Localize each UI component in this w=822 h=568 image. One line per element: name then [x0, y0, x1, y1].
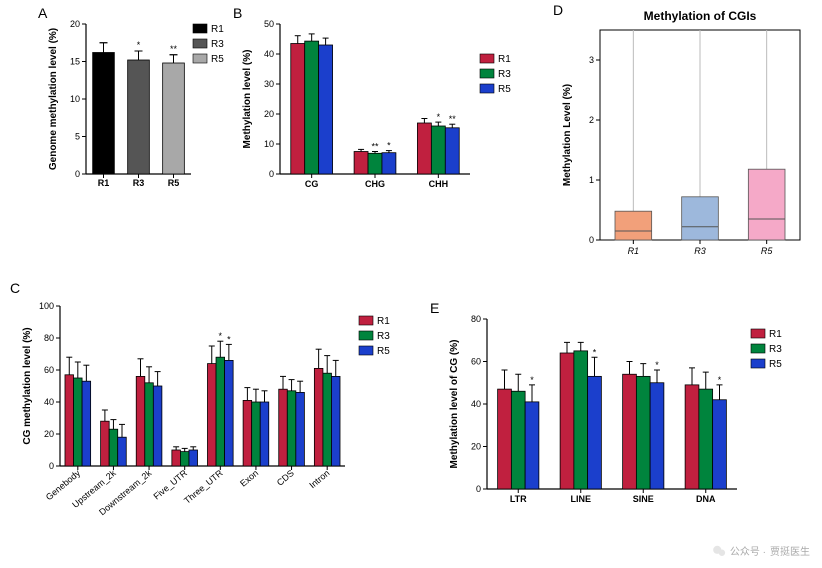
svg-text:LINE: LINE [570, 494, 591, 504]
svg-text:R1: R1 [377, 316, 390, 327]
svg-text:R3: R3 [769, 344, 782, 355]
svg-text:R1: R1 [98, 178, 110, 188]
svg-text:CDS: CDS [275, 468, 296, 488]
svg-text:50: 50 [264, 19, 274, 29]
svg-text:R1: R1 [769, 329, 782, 340]
chart-a: 0 5 10 15 20 Genome methylation level (%) R1 * R… [38, 12, 228, 212]
chart-c: 020406080100CG methylation level (%)Gene… [10, 292, 430, 560]
svg-text:R5: R5 [211, 54, 224, 65]
svg-text:10: 10 [70, 94, 80, 104]
svg-text:0: 0 [589, 235, 594, 245]
svg-text:*: * [437, 112, 441, 122]
svg-text:3: 3 [589, 55, 594, 65]
svg-text:20: 20 [471, 442, 481, 452]
svg-text:*: * [219, 331, 223, 341]
svg-text:DNA: DNA [696, 494, 716, 504]
svg-text:Exon: Exon [238, 468, 260, 489]
svg-text:60: 60 [471, 357, 481, 367]
svg-text:R5: R5 [168, 178, 180, 188]
svg-text:20: 20 [44, 429, 54, 439]
watermark-name: 贾挺医生 [770, 543, 810, 558]
watermark-prefix: 公众号 · [730, 543, 766, 558]
svg-text:**: ** [449, 114, 457, 124]
svg-text:15: 15 [70, 57, 80, 67]
svg-text:100: 100 [39, 301, 54, 311]
svg-text:*: * [655, 360, 659, 370]
chart-e: 0 20 40 60 80 Methylation level of CG (%) * LTR… [432, 305, 820, 560]
svg-text:R3: R3 [498, 69, 511, 80]
svg-text:R1: R1 [628, 246, 640, 256]
svg-text:*: * [227, 334, 231, 344]
svg-text:Three_UTR: Three_UTR [182, 468, 225, 506]
svg-text:40: 40 [44, 397, 54, 407]
svg-text:0: 0 [75, 169, 80, 179]
watermark: 公众号 · 贾挺医生 [712, 543, 810, 558]
svg-text:40: 40 [471, 399, 481, 409]
wechat-icon [712, 544, 726, 558]
svg-text:1: 1 [589, 175, 594, 185]
svg-text:**: ** [371, 142, 379, 152]
svg-text:0: 0 [269, 169, 274, 179]
svg-text:Methylation level (%): Methylation level (%) [242, 50, 253, 149]
svg-text:60: 60 [44, 365, 54, 375]
svg-text:R5: R5 [498, 84, 511, 95]
svg-text:R3: R3 [211, 39, 224, 50]
svg-text:R3: R3 [133, 178, 145, 188]
svg-text:R5: R5 [761, 246, 773, 256]
svg-text:20: 20 [264, 109, 274, 119]
svg-text:*: * [593, 347, 597, 357]
svg-text:20: 20 [70, 19, 80, 29]
chart-b: 01020304050Methylation level (%)CG***CHG… [235, 12, 535, 212]
svg-text:5: 5 [75, 132, 80, 142]
svg-text:2: 2 [589, 115, 594, 125]
svg-text:40: 40 [264, 49, 274, 59]
svg-text:Intron: Intron [307, 468, 331, 490]
chart-d: Methylation of CGIs 0 1 2 3 Methylation Level… [545, 0, 820, 280]
svg-text:R1: R1 [211, 24, 224, 35]
svg-text:*: * [530, 375, 534, 385]
svg-text:Methylation level of CG (%): Methylation level of CG (%) [449, 340, 460, 469]
svg-text:CG methylation level (%): CG methylation level (%) [22, 327, 33, 444]
svg-text:Methylation Level (%): Methylation Level (%) [562, 84, 573, 186]
svg-text:SINE: SINE [633, 494, 654, 504]
svg-text:0: 0 [476, 484, 481, 494]
svg-text:CG: CG [305, 179, 319, 189]
svg-text:**: ** [170, 44, 178, 54]
svg-text:10: 10 [264, 139, 274, 149]
svg-text:LTR: LTR [510, 494, 527, 504]
svg-text:R1: R1 [498, 54, 511, 65]
svg-text:*: * [137, 40, 141, 50]
svg-text:30: 30 [264, 79, 274, 89]
svg-text:80: 80 [471, 314, 481, 324]
svg-text:*: * [718, 375, 722, 385]
svg-text:R5: R5 [377, 346, 390, 357]
svg-text:0: 0 [49, 461, 54, 471]
svg-text:80: 80 [44, 333, 54, 343]
svg-text:CHG: CHG [365, 179, 385, 189]
svg-text:Methylation of CGIs: Methylation of CGIs [644, 9, 757, 23]
svg-text:CHH: CHH [429, 179, 449, 189]
svg-text:R3: R3 [694, 246, 706, 256]
svg-text:*: * [387, 141, 391, 151]
svg-text:R5: R5 [769, 359, 782, 370]
svg-text:R3: R3 [377, 331, 390, 342]
svg-text:Genome methylation level (%): Genome methylation level (%) [48, 28, 59, 170]
